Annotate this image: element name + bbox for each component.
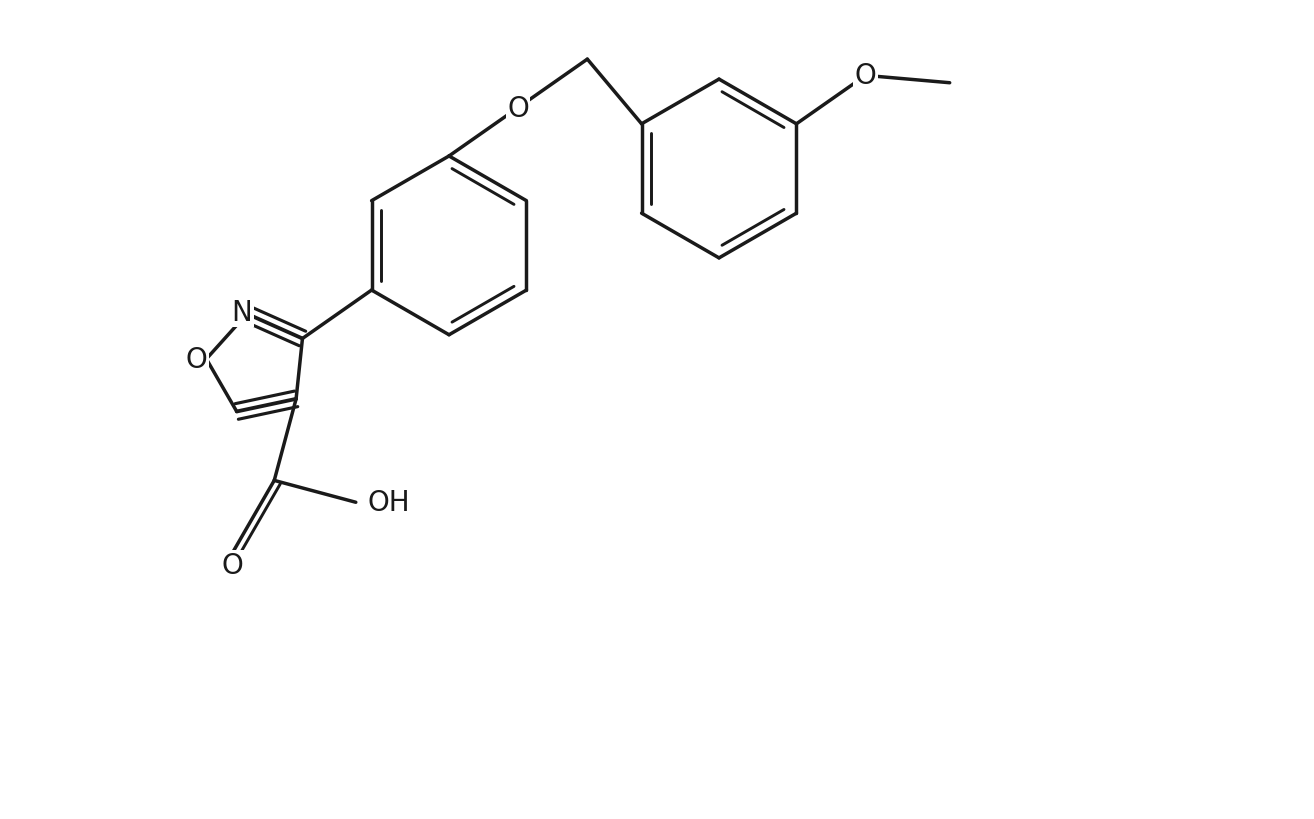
Text: O: O — [221, 552, 243, 580]
Text: OH: OH — [368, 489, 410, 517]
Text: O: O — [854, 62, 876, 90]
Text: O: O — [185, 346, 208, 373]
Text: N: N — [231, 298, 252, 327]
Text: O: O — [507, 94, 530, 122]
